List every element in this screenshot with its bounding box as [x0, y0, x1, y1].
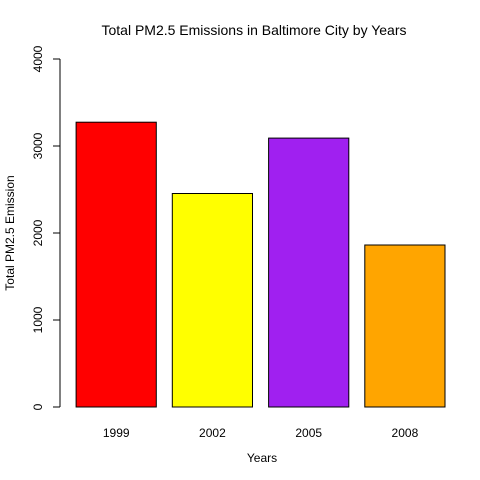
y-tick-label: 1000	[31, 306, 45, 333]
bar-2002	[171, 193, 253, 408]
y-tick-label: 2000	[31, 219, 45, 246]
bar-1999	[75, 121, 157, 408]
chart-title: Total PM2.5 Emissions in Baltimore City …	[101, 22, 406, 38]
x-tick-label: 2005	[295, 426, 322, 440]
x-tick-label: 2002	[199, 426, 226, 440]
x-tick-label: 1999	[103, 426, 130, 440]
y-tick-label: 0	[31, 403, 45, 410]
y-axis-label: Total PM2.5 Emission	[3, 175, 17, 290]
bar-2008	[364, 244, 446, 408]
bars-group	[75, 121, 446, 408]
x-tick-label: 2008	[392, 426, 419, 440]
y-tick-label: 3000	[31, 132, 45, 159]
y-tick-label: 4000	[31, 45, 45, 72]
x-axis-label: Years	[247, 451, 277, 465]
bar-2005	[268, 137, 350, 408]
y-axis: 0 1000 2000 3000 4000	[31, 45, 61, 410]
x-tick-labels: 1999 2002 2005 2008	[103, 426, 419, 440]
